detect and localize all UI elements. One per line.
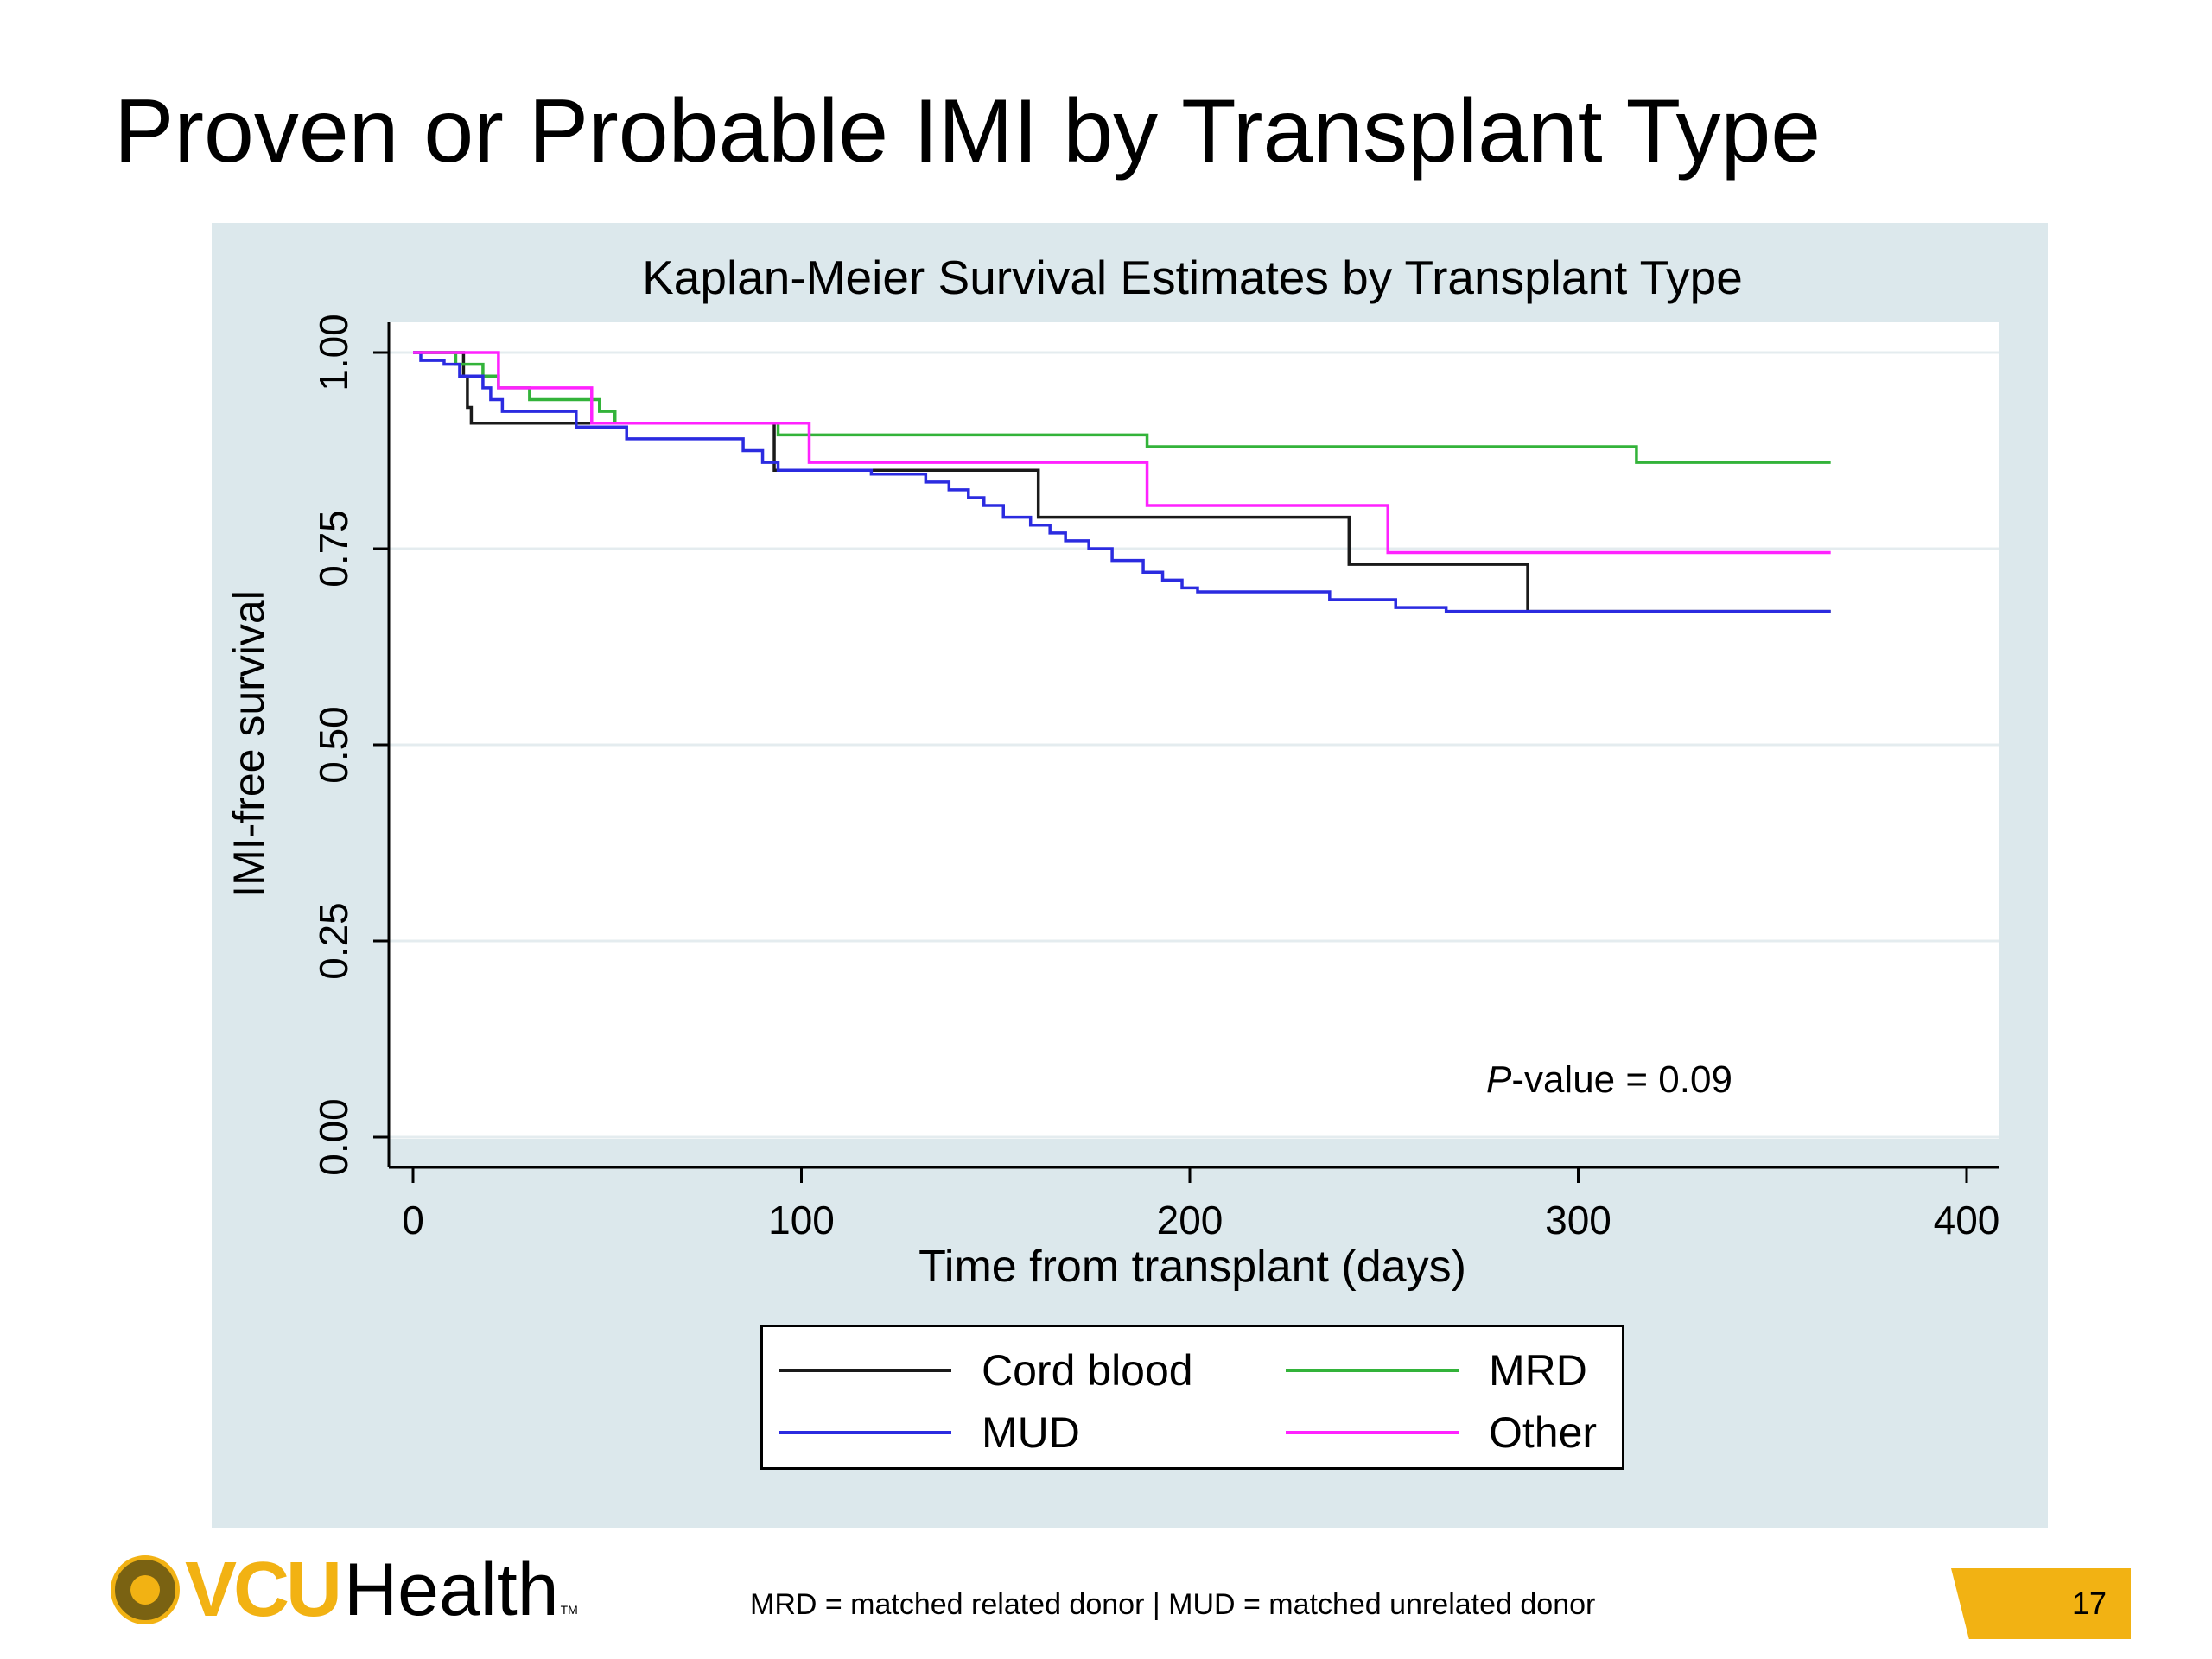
- legend-line-other: [1286, 1431, 1459, 1434]
- x-tick-label-0: 0: [402, 1198, 424, 1243]
- y-axis-label: IMI-free survival: [225, 590, 273, 898]
- legend: Cord blood MRD MUD Other: [760, 1325, 1624, 1470]
- y-tick-label-3: 0.75: [311, 510, 356, 588]
- gridlines: [389, 351, 1999, 1139]
- axes: [373, 322, 1999, 1183]
- legend-label-other: Other: [1489, 1408, 1598, 1457]
- legend-item-mrd: MRD: [1286, 1344, 1587, 1396]
- y-tick-label-0: 0.00: [311, 1098, 356, 1176]
- km-survival-chart: 0.00 0.25 0.50 0.75 1.00 0 100 200 300 400 Kaplan…: [225, 251, 1999, 1292]
- x-tick-label-3: 300: [1545, 1198, 1611, 1243]
- series-line-mrd: [413, 351, 1831, 464]
- series-line-other: [413, 351, 1831, 555]
- tick-labels: 0.00 0.25 0.50 0.75 1.00 0 100 200 300 400: [311, 314, 1999, 1243]
- chart-title: Kaplan-Meier Survival Estimates by Trans…: [642, 251, 1743, 304]
- logo-suffix-text: Health: [344, 1548, 559, 1631]
- legend-label-mrd: MRD: [1489, 1346, 1587, 1395]
- legend-item-other: Other: [1286, 1407, 1597, 1459]
- y-tick-label-2: 0.50: [311, 706, 356, 784]
- p-value-text: -value = 0.09: [1511, 1058, 1732, 1101]
- y-tick-label-4: 1.00: [311, 314, 356, 391]
- logo-trademark: TM: [560, 1603, 578, 1617]
- p-value-prefix: P: [1486, 1058, 1512, 1101]
- legend-item-mud: MUD: [779, 1407, 1080, 1459]
- legend-line-mrd: [1286, 1369, 1459, 1372]
- series-line-mud: [413, 351, 1831, 613]
- y-tick-label-1: 0.25: [311, 902, 356, 980]
- legend-line-cord-blood: [779, 1369, 951, 1372]
- plot-area: [389, 322, 1999, 1139]
- x-tick-label-2: 200: [1157, 1198, 1224, 1243]
- logo-brand-text: VCU: [185, 1547, 342, 1633]
- abbreviation-footnote: MRD = matched related donor | MUD = matc…: [750, 1588, 1596, 1621]
- x-tick-label-1: 100: [768, 1198, 835, 1243]
- vcu-health-logo: VCU Health TM: [111, 1551, 578, 1629]
- x-axis-label: Time from transplant (days): [918, 1242, 1466, 1292]
- x-tick-label-4: 400: [1934, 1198, 2000, 1243]
- series-lines: [413, 351, 1831, 613]
- slide-title: Proven or Probable IMI by Transplant Typ…: [114, 81, 1821, 181]
- page-number: 17: [2071, 1586, 2107, 1621]
- legend-label-cord-blood: Cord blood: [982, 1346, 1193, 1395]
- p-value-annotation: P-value = 0.09: [1486, 1058, 1732, 1101]
- legend-line-mud: [779, 1431, 951, 1434]
- vcu-seal-icon: [111, 1555, 180, 1624]
- page-number-badge: 17: [1951, 1568, 2131, 1639]
- legend-item-cord-blood: Cord blood: [779, 1344, 1193, 1396]
- legend-label-mud: MUD: [982, 1408, 1080, 1457]
- chart-panel: 0.00 0.25 0.50 0.75 1.00 0 100 200 300 400 Kaplan…: [212, 223, 2048, 1528]
